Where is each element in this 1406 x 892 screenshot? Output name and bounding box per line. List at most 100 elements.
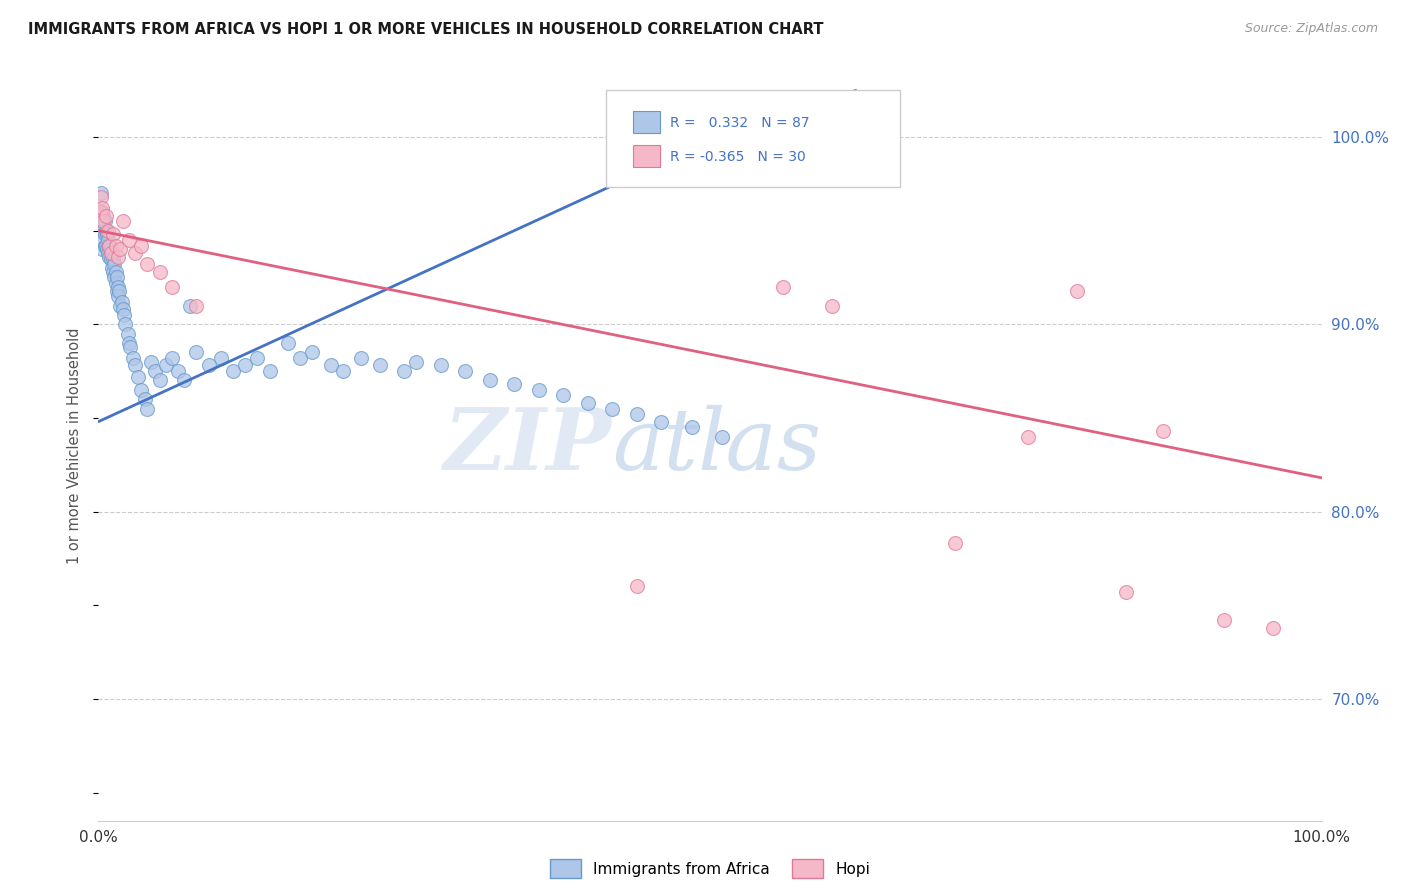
Point: [107, 280, 129, 294]
Bar: [633, 145, 659, 167]
Point: [91, 214, 114, 228]
Point: [97, 224, 120, 238]
Point: [90, 205, 112, 219]
Point: [711, 430, 734, 444]
Point: [107, 250, 129, 264]
Point: [100, 243, 122, 257]
Point: [129, 238, 152, 252]
Point: [124, 246, 146, 260]
Point: [110, 298, 132, 313]
Point: [90, 186, 112, 201]
Text: R = -0.365   N = 30: R = -0.365 N = 30: [669, 150, 806, 164]
Text: IMMIGRANTS FROM AFRICA VS HOPI 1 OR MORE VEHICLES IN HOUSEHOLD CORRELATION CHART: IMMIGRANTS FROM AFRICA VS HOPI 1 OR MORE…: [28, 22, 824, 37]
Point: [454, 364, 477, 378]
Point: [105, 270, 128, 285]
Point: [1115, 585, 1137, 599]
Point: [98, 250, 121, 264]
Point: [118, 335, 141, 350]
Point: [93, 238, 115, 252]
Point: [186, 345, 208, 359]
Point: [91, 214, 114, 228]
Point: [600, 401, 623, 416]
Point: [91, 224, 114, 238]
Point: [93, 214, 115, 228]
Point: [107, 289, 129, 303]
Point: [117, 326, 139, 341]
Point: [186, 298, 208, 313]
Point: [101, 261, 124, 276]
Point: [111, 302, 134, 317]
Text: ZIP: ZIP: [444, 404, 612, 488]
Point: [89, 205, 111, 219]
Point: [93, 227, 115, 242]
Point: [101, 227, 124, 242]
Point: [118, 233, 141, 247]
Point: [222, 364, 245, 378]
Point: [277, 335, 299, 350]
Point: [110, 243, 132, 257]
Point: [98, 238, 121, 252]
Point: [160, 280, 183, 294]
Text: Source: ZipAtlas.com: Source: ZipAtlas.com: [1244, 22, 1378, 36]
Point: [149, 265, 172, 279]
Point: [89, 205, 111, 219]
Point: [681, 420, 703, 434]
Point: [94, 224, 117, 238]
Point: [650, 415, 672, 429]
Point: [91, 205, 114, 219]
Point: [97, 246, 120, 260]
Point: [160, 351, 183, 365]
Point: [233, 359, 256, 373]
Point: [129, 383, 152, 397]
Point: [405, 355, 427, 369]
Point: [143, 364, 166, 378]
Point: [124, 359, 146, 373]
Text: atlas: atlas: [612, 405, 821, 487]
Point: [319, 359, 342, 373]
Point: [136, 401, 159, 416]
Point: [527, 383, 550, 397]
Point: [91, 243, 114, 257]
Point: [478, 374, 501, 388]
Point: [105, 284, 128, 298]
Point: [1212, 613, 1234, 627]
Point: [350, 351, 373, 365]
Point: [101, 246, 124, 260]
Point: [104, 238, 127, 252]
Point: [91, 233, 114, 247]
Y-axis label: 1 or more Vehicles in Household: 1 or more Vehicles in Household: [67, 327, 83, 565]
Point: [503, 377, 526, 392]
Point: [103, 270, 125, 285]
Point: [134, 392, 156, 407]
Point: [111, 214, 134, 228]
Point: [101, 252, 124, 266]
Point: [104, 265, 127, 279]
Point: [90, 190, 112, 204]
Point: [91, 224, 114, 238]
Point: [91, 209, 114, 223]
Point: [96, 227, 118, 242]
Bar: [633, 112, 659, 133]
Point: [136, 257, 159, 271]
Point: [101, 265, 124, 279]
Point: [91, 201, 114, 215]
Legend: Immigrants from Africa, Hopi: Immigrants from Africa, Hopi: [544, 854, 876, 884]
Text: R =   0.332   N = 87: R = 0.332 N = 87: [669, 116, 810, 130]
Point: [94, 238, 117, 252]
Point: [127, 369, 149, 384]
Point: [108, 284, 131, 298]
Point: [167, 364, 190, 378]
Point: [90, 214, 112, 228]
Point: [1261, 621, 1284, 635]
Point: [121, 351, 143, 365]
Point: [430, 359, 453, 373]
Point: [259, 364, 281, 378]
Point: [332, 364, 354, 378]
Point: [553, 388, 575, 402]
Point: [96, 243, 118, 257]
Point: [1152, 424, 1174, 438]
Point: [821, 298, 844, 313]
Point: [368, 359, 391, 373]
Point: [100, 246, 122, 260]
Point: [100, 252, 122, 266]
